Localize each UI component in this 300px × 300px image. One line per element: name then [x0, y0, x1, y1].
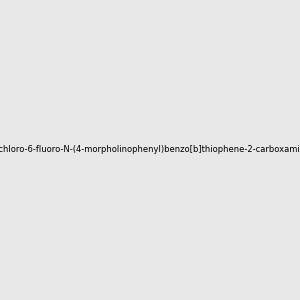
- Text: 3-chloro-6-fluoro-N-(4-morpholinophenyl)benzo[b]thiophene-2-carboxamide: 3-chloro-6-fluoro-N-(4-morpholinophenyl)…: [0, 146, 300, 154]
